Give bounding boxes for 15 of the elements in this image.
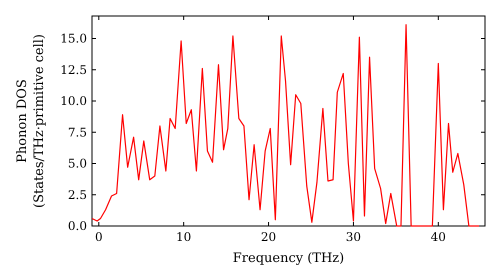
x-tick-label: 10 <box>176 230 192 244</box>
x-axis-title: Frequency (THz) <box>232 251 344 266</box>
x-tick-label: 30 <box>346 230 362 244</box>
y-tick-label: 5.0 <box>68 156 87 170</box>
y-tick-label: 2.5 <box>68 188 87 202</box>
x-tick-label: 0 <box>94 230 103 244</box>
y-tick-label: 10.0 <box>60 94 87 108</box>
y-axis-title: Phonon DOS (States/THz·primitive cell) <box>15 34 47 208</box>
y-tick-label: 0.0 <box>68 219 87 233</box>
y-tick-label: 12.5 <box>60 62 87 77</box>
x-tick-label: 40 <box>430 230 446 244</box>
y-tick-label: 15.0 <box>60 32 87 46</box>
x-tick-label: 20 <box>260 230 276 244</box>
line-series <box>92 24 480 227</box>
y-tick-label: 7.5 <box>68 125 87 140</box>
